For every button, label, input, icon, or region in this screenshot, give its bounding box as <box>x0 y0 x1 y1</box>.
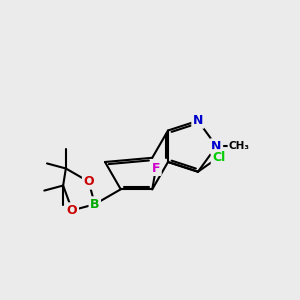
Text: Cl: Cl <box>212 151 226 164</box>
Text: CH₃: CH₃ <box>229 141 250 151</box>
Text: N: N <box>211 140 222 153</box>
Text: B: B <box>90 198 100 211</box>
Text: N: N <box>193 114 203 127</box>
Text: F: F <box>152 161 160 175</box>
Text: O: O <box>83 175 94 188</box>
Text: O: O <box>67 204 77 217</box>
